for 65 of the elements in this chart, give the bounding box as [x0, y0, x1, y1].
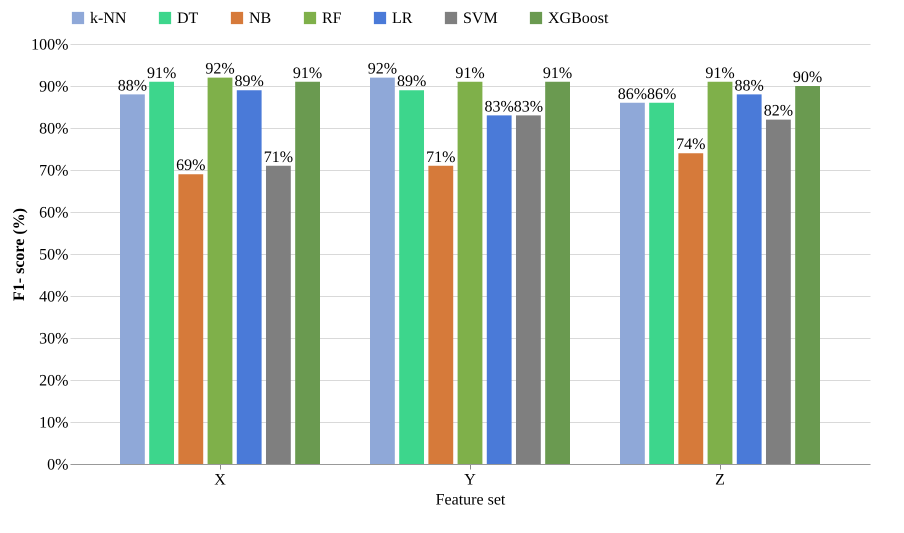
bar — [649, 102, 674, 464]
bar — [458, 82, 482, 464]
bar — [370, 78, 395, 464]
bar — [795, 86, 820, 464]
bar — [428, 166, 454, 464]
data-label: 69% — [176, 157, 206, 174]
legend-label: SVM — [463, 10, 498, 27]
y-tick-label: 20% — [39, 372, 68, 390]
bar — [678, 153, 704, 464]
bar — [620, 102, 645, 464]
data-label: 91% — [292, 64, 322, 82]
y-tick-label: 80% — [39, 120, 68, 138]
x-tick-label: Z — [715, 472, 725, 488]
data-label: 83% — [484, 98, 514, 116]
y-tick-label: 100% — [31, 36, 68, 54]
legend-label: k-NN — [90, 10, 127, 27]
data-label: 88% — [734, 77, 764, 94]
y-tick-label: 70% — [39, 162, 68, 180]
data-label: 91% — [705, 64, 735, 82]
bar — [208, 78, 232, 464]
data-label: 91% — [542, 64, 572, 82]
data-label: 90% — [792, 69, 822, 86]
bar — [766, 120, 791, 464]
y-tick-label: 90% — [39, 78, 68, 96]
bar — [399, 90, 424, 464]
y-tick-label: 10% — [39, 414, 68, 432]
legend-label: DT — [177, 10, 199, 27]
data-label: 89% — [234, 73, 264, 90]
bar — [149, 82, 174, 464]
data-label: 86% — [646, 86, 676, 103]
data-label: 71% — [426, 148, 456, 166]
bar — [266, 166, 291, 464]
data-label: 91% — [455, 64, 485, 82]
bar — [486, 115, 512, 464]
bar — [120, 94, 145, 464]
bar — [736, 94, 762, 464]
data-label: 86% — [618, 86, 648, 103]
bar — [236, 90, 262, 464]
data-label: 92% — [205, 60, 235, 78]
x-tick-label: X — [214, 472, 226, 488]
bar — [295, 82, 320, 464]
y-axis-title: F1- score (%) — [11, 208, 28, 301]
y-tick-label: 0% — [47, 456, 68, 474]
data-label: 88% — [118, 77, 148, 94]
y-tick-label: 30% — [39, 330, 68, 348]
bar — [178, 174, 204, 464]
bar — [516, 115, 541, 464]
bar — [545, 82, 570, 464]
legend-label: XGBoost — [548, 10, 610, 27]
x-tick-label: Y — [464, 472, 476, 488]
legend-label: NB — [249, 10, 272, 27]
data-label: 74% — [676, 136, 706, 154]
legend-label: RF — [322, 10, 342, 27]
x-axis-title: Feature set — [436, 492, 506, 508]
y-tick-label: 50% — [39, 246, 68, 264]
data-label: 92% — [368, 60, 398, 78]
data-label: 83% — [514, 98, 544, 116]
data-label: 71% — [264, 148, 294, 166]
bar — [708, 82, 732, 464]
y-tick-label: 40% — [39, 288, 68, 306]
data-label: 89% — [396, 73, 426, 90]
data-label: 91% — [146, 64, 176, 82]
legend-label: LR — [392, 10, 413, 27]
data-label: 82% — [764, 102, 794, 120]
y-tick-label: 60% — [39, 204, 68, 222]
